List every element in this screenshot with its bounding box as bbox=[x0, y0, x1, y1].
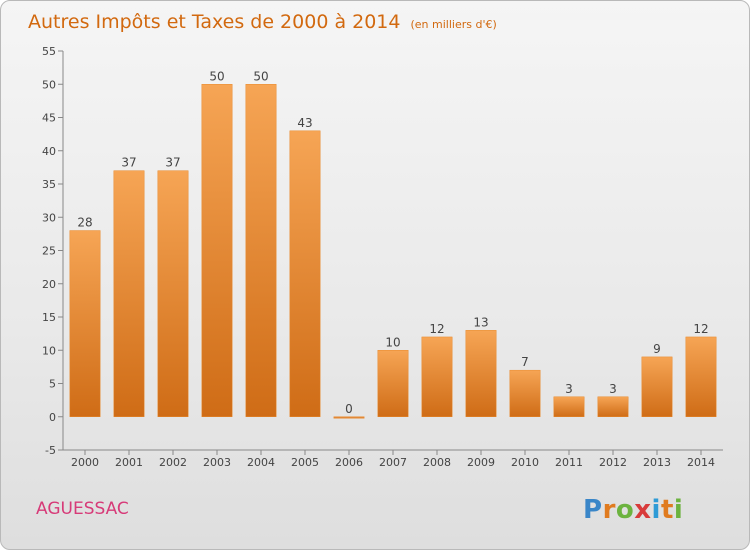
bar-value-label: 0 bbox=[345, 402, 353, 416]
logo-letter: o bbox=[616, 495, 634, 525]
bar-value-label: 50 bbox=[209, 69, 224, 83]
value-labels-group: 28 37 37 50 50 43 0 10 12 13 7 3 3 9 12 bbox=[77, 69, 708, 416]
x-tick-label: 2007 bbox=[379, 456, 407, 469]
x-tick-label: 2009 bbox=[467, 456, 495, 469]
x-tick-label: 2002 bbox=[159, 456, 187, 469]
x-tick-label: 2010 bbox=[511, 456, 539, 469]
x-tick-label: 2000 bbox=[71, 456, 99, 469]
bar-value-label: 12 bbox=[693, 322, 708, 336]
bar bbox=[509, 369, 541, 418]
bar-value-label: 28 bbox=[77, 216, 92, 230]
x-tick-label: 2008 bbox=[423, 456, 451, 469]
x-tick-label: 2001 bbox=[115, 456, 143, 469]
bar bbox=[157, 170, 189, 417]
bar bbox=[597, 396, 629, 417]
bar-value-label: 13 bbox=[473, 315, 488, 329]
x-tick-label: 2014 bbox=[687, 456, 715, 469]
logo-letter: x bbox=[634, 495, 651, 525]
x-tick-label: 2004 bbox=[247, 456, 275, 469]
bar bbox=[333, 416, 365, 419]
logo-letter: t bbox=[661, 495, 673, 525]
bar bbox=[377, 350, 409, 417]
chart-unit-note: (en milliers d'€) bbox=[411, 18, 497, 31]
bar bbox=[685, 336, 717, 418]
bar-value-label: 50 bbox=[253, 69, 268, 83]
bar bbox=[641, 356, 673, 417]
y-tick-label: 50 bbox=[42, 78, 56, 91]
bar-value-label: 37 bbox=[121, 156, 136, 170]
y-tick-label: 15 bbox=[42, 311, 56, 324]
bar bbox=[421, 336, 453, 418]
y-tick-label: 30 bbox=[42, 211, 56, 224]
bar bbox=[465, 330, 497, 417]
y-tick-label: 20 bbox=[42, 278, 56, 291]
y-tick-label: 0 bbox=[49, 411, 56, 424]
x-tick-label: 2011 bbox=[555, 456, 583, 469]
bar-value-label: 9 bbox=[653, 342, 661, 356]
logo-letter: r bbox=[603, 495, 616, 525]
bar bbox=[245, 84, 277, 417]
x-tick-label: 2012 bbox=[599, 456, 627, 469]
bar-value-label: 12 bbox=[429, 322, 444, 336]
bars-group bbox=[69, 84, 717, 419]
y-tick-label: 35 bbox=[42, 178, 56, 191]
logo-letter: i bbox=[652, 495, 661, 525]
x-tick-label: 2005 bbox=[291, 456, 319, 469]
place-name: AGUESSAC bbox=[36, 499, 129, 519]
bar-value-label: 3 bbox=[565, 382, 573, 396]
chart-title: Autres Impôts et Taxes de 2000 à 2014 bbox=[28, 11, 401, 33]
bar-value-label: 43 bbox=[297, 116, 312, 130]
logo-letter: P bbox=[583, 495, 602, 525]
bar bbox=[113, 170, 145, 417]
bar-value-label: 37 bbox=[165, 156, 180, 170]
y-tick-label: 40 bbox=[42, 145, 56, 158]
bar bbox=[69, 230, 101, 417]
y-tick-label: 55 bbox=[42, 45, 56, 58]
x-tick-label: 2003 bbox=[203, 456, 231, 469]
x-tick-label: 2013 bbox=[643, 456, 671, 469]
y-tick-label: -5 bbox=[45, 444, 56, 457]
y-tick-label: 10 bbox=[42, 344, 56, 357]
x-tick-label: 2006 bbox=[335, 456, 363, 469]
bar bbox=[553, 396, 585, 417]
bar bbox=[289, 130, 321, 418]
bar bbox=[201, 84, 233, 417]
y-tick-label: 25 bbox=[42, 245, 56, 258]
bar-value-label: 10 bbox=[385, 335, 400, 349]
bar-value-label: 3 bbox=[609, 382, 617, 396]
logo-letter: i bbox=[674, 495, 683, 525]
y-tick-label: 45 bbox=[42, 112, 56, 125]
bar-value-label: 7 bbox=[521, 355, 529, 369]
y-tick-label: 5 bbox=[49, 378, 56, 391]
